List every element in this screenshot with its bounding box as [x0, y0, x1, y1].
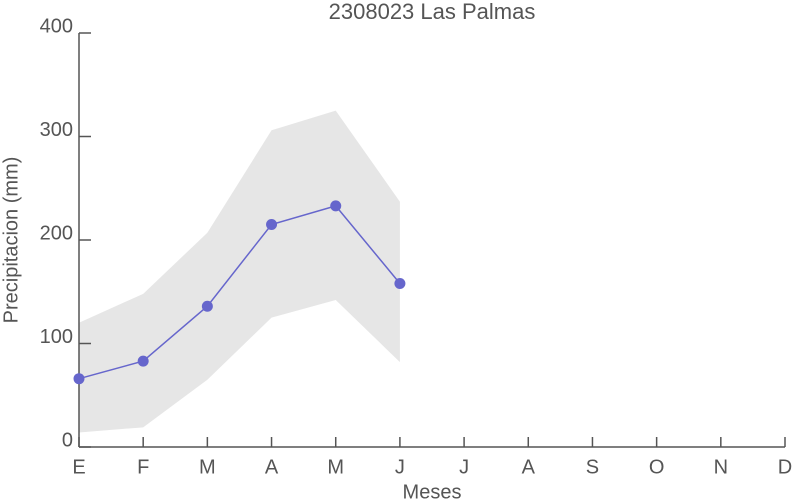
point	[266, 218, 278, 230]
x-tick-label: O	[649, 456, 665, 478]
y-tick-label: 300	[40, 119, 73, 141]
x-tick-label: J	[459, 456, 469, 478]
y-axis-label: Precipitacion (mm)	[0, 157, 22, 324]
x-tick-label: S	[586, 456, 599, 478]
point	[201, 300, 213, 312]
x-tick-label: E	[72, 456, 85, 478]
line	[78, 204, 401, 380]
x-tick-label: A	[265, 456, 279, 478]
x-tick-label: M	[327, 456, 344, 478]
x-tick-label: J	[395, 456, 405, 478]
y-tick-label: 200	[40, 222, 73, 244]
x-axis-label: Meses	[403, 481, 462, 503]
point	[73, 373, 85, 385]
point	[394, 277, 406, 289]
band	[79, 110, 400, 433]
x-tick-label: A	[522, 456, 536, 478]
x-tick-label: D	[778, 456, 792, 478]
point	[330, 200, 342, 212]
y-tick-label: 100	[40, 326, 73, 348]
x-tick-label: M	[199, 456, 216, 478]
y-tick-label: 0	[62, 429, 73, 451]
x-tick-label: N	[714, 456, 728, 478]
chart-title: 2308023 Las Palmas	[329, 0, 536, 24]
point	[137, 355, 149, 367]
y-tick-label: 400	[40, 15, 73, 37]
x-tick-label: F	[137, 456, 149, 478]
